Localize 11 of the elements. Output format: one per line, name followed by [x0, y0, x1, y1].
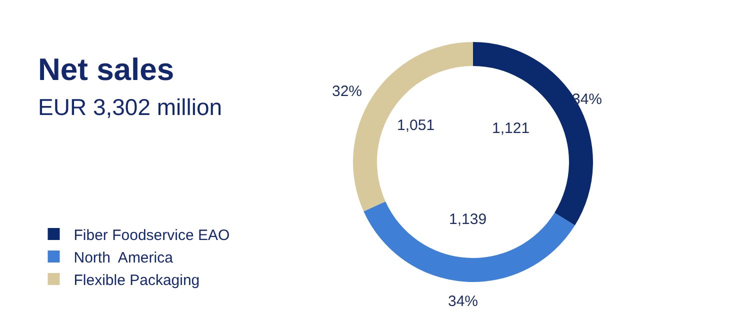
- legend-label: North America: [74, 249, 174, 266]
- text: EUR 3,302 million: [38, 94, 222, 120]
- data-label: 1,121: [492, 120, 530, 137]
- data-label: 1,051: [397, 117, 435, 134]
- donut-slice: [364, 201, 575, 282]
- chart-title: Net sales: [38, 52, 174, 87]
- text: 34%: [448, 293, 478, 310]
- legend-label: Fiber Foodservice EAO: [74, 226, 230, 244]
- legend-label: Flexible Packaging: [74, 272, 200, 289]
- data-label: 1,139: [449, 211, 487, 228]
- text: 32%: [332, 83, 362, 100]
